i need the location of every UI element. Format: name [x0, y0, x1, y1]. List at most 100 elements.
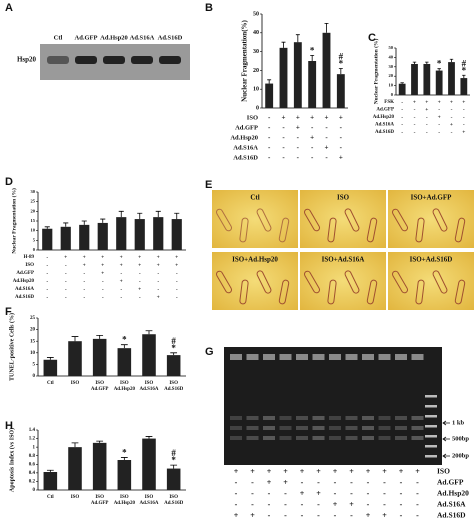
condition-label: Ad.GFP — [16, 271, 34, 276]
condition-mark: - — [311, 124, 314, 132]
y-tick-label: 30 — [253, 49, 259, 55]
gel-band — [279, 426, 292, 430]
gel-band — [279, 416, 292, 420]
condition-mark: - — [325, 124, 328, 132]
condition-mark: - — [325, 154, 328, 162]
gel-band — [362, 416, 374, 420]
condition-mark: + — [175, 254, 178, 260]
condition-mark: - — [438, 129, 440, 135]
condition-mark: - — [268, 489, 271, 498]
gel-band — [279, 436, 292, 440]
x-tick-label: ISO — [71, 381, 80, 386]
cell — [216, 270, 232, 294]
condition-mark: - — [102, 278, 104, 284]
condition-mark: - — [401, 129, 403, 135]
cell — [415, 279, 425, 305]
gel-band — [312, 426, 325, 430]
y-axis-label: Nuclear Fragmentation (%) — [10, 188, 17, 254]
gel-band — [246, 416, 259, 420]
bar — [43, 359, 58, 376]
gel-band — [362, 436, 374, 440]
cell — [256, 208, 272, 232]
condition-mark: - — [383, 478, 386, 487]
y-tick-label: 5 — [33, 237, 36, 242]
condition-mark: - — [416, 478, 419, 487]
lane-well — [329, 354, 341, 360]
condition-mark: - — [401, 99, 403, 105]
y-tick-label: 20 — [30, 328, 36, 333]
condition-mark: - — [120, 294, 122, 300]
gel-band — [395, 416, 407, 420]
error-bar — [46, 357, 54, 360]
y-tick-label: 20 — [31, 208, 36, 213]
condition-mark: + — [333, 500, 338, 509]
condition-mark: - — [317, 478, 320, 487]
condition-mark: - — [426, 114, 428, 120]
condition-mark: - — [46, 254, 48, 260]
gel-band — [378, 426, 391, 430]
error-bar — [310, 54, 315, 61]
condition-label: Ad.S16D — [233, 154, 258, 161]
condition-mark: - — [401, 114, 403, 120]
condition-mark: - — [46, 278, 48, 284]
blot-band — [75, 56, 97, 64]
cell — [256, 270, 272, 294]
condition-mark: - — [284, 489, 287, 498]
lane-label: Ad.S16A — [130, 34, 155, 41]
y-tick-label: 10 — [31, 228, 36, 233]
marker-label: 500bp — [452, 435, 469, 442]
condition-mark: + — [438, 114, 441, 120]
panel-letter: D — [5, 176, 13, 188]
condition-mark: + — [283, 467, 288, 476]
y-tick-label: 1.4 — [29, 428, 36, 433]
condition-mark: + — [157, 254, 160, 260]
condition-mark: + — [283, 478, 288, 487]
condition-mark: - — [416, 500, 419, 509]
condition-mark: - — [251, 478, 254, 487]
y-tick-label: 0.2 — [29, 480, 36, 485]
gel-band — [263, 426, 275, 430]
gel-image — [224, 347, 442, 465]
x-tick-label: Ad.S16D — [164, 387, 183, 392]
gel-band — [378, 416, 391, 420]
condition-mark: - — [282, 134, 285, 142]
cell — [392, 208, 408, 232]
gel-band — [329, 426, 341, 430]
condition-mark: - — [282, 124, 285, 132]
y-tick-label: 0 — [256, 105, 259, 111]
y-tick-label: 0 — [33, 247, 36, 252]
lane-well — [296, 354, 308, 360]
condition-mark: + — [138, 286, 141, 292]
condition-mark: - — [311, 154, 314, 162]
condition-mark: - — [65, 262, 67, 268]
x-tick-label: Ad.Hsp20 — [114, 387, 136, 392]
bar — [166, 355, 181, 376]
x-tick-label: Ad.GFP — [91, 501, 109, 506]
condition-mark: + — [300, 467, 305, 476]
gel-band — [395, 426, 407, 430]
significance-mark: # — [171, 448, 176, 458]
y-axis-label: Nuclear Fragmentation(%) — [241, 19, 249, 101]
condition-mark: + — [83, 254, 86, 260]
cell — [239, 279, 249, 305]
bar — [142, 334, 156, 376]
condition-mark: - — [334, 489, 337, 498]
bar — [92, 338, 107, 376]
condition-mark: + — [296, 114, 300, 122]
ladder-band — [425, 445, 437, 448]
marker-label: 200bp — [452, 452, 469, 459]
x-tick-label: ISO — [169, 381, 178, 386]
condition-mark: - — [463, 114, 465, 120]
bar — [171, 219, 182, 250]
condition-mark: - — [438, 107, 440, 113]
bar — [423, 63, 431, 95]
x-tick-label: Ad.S16A — [139, 501, 158, 506]
bar — [293, 42, 302, 109]
condition-mark: - — [340, 124, 343, 132]
significance-mark: * — [462, 65, 467, 75]
marker-arrow — [442, 436, 450, 442]
condition-mark: - — [176, 270, 178, 276]
condition-label: Ad.Hsp20 — [13, 279, 35, 284]
error-bar — [100, 218, 106, 223]
micrograph-label: ISO+Ad.S16A — [322, 256, 365, 264]
